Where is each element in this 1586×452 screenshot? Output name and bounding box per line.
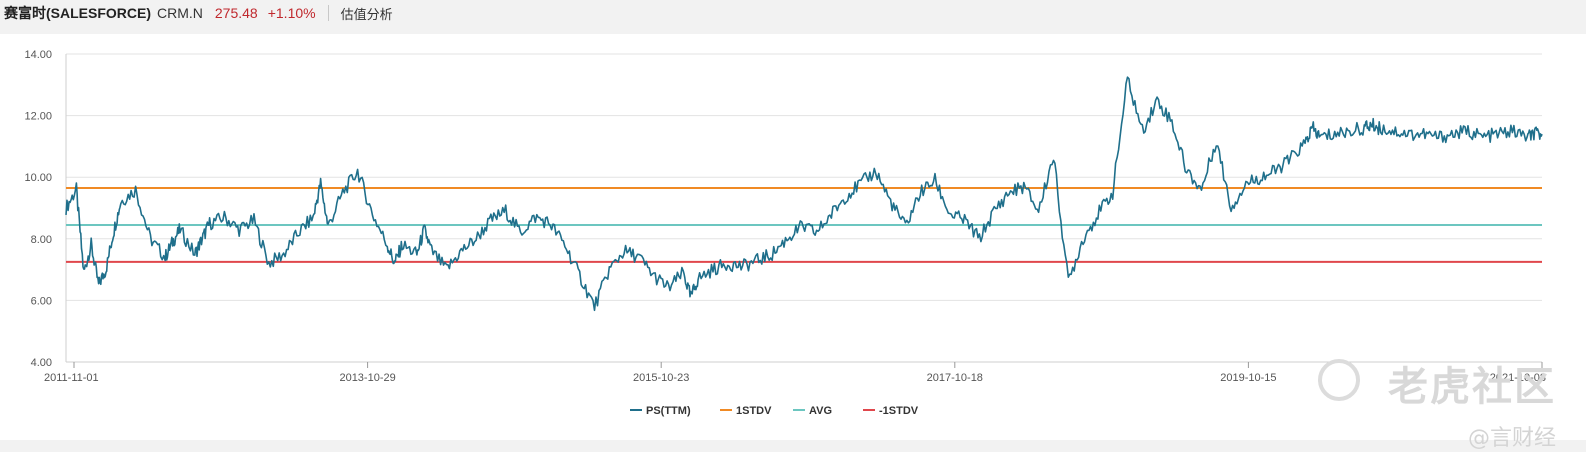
- y-tick-label: 8.00: [31, 234, 52, 246]
- ticker-symbol: CRM.N: [157, 5, 203, 21]
- legend-label: 1STDV: [736, 405, 772, 417]
- x-tick-label: 2011-11-01: [44, 372, 99, 384]
- x-tick-label: 2015-10-23: [633, 372, 689, 384]
- tiger-logo-icon: [1318, 359, 1360, 401]
- ps-valuation-chart: 4.00 6.00 8.00 10.00 12.00 14.00 2011-11-01 201…: [24, 49, 1546, 417]
- x-tick-label: 2021-10-08: [1490, 372, 1546, 384]
- x-tick-label: 2019-10-15: [1220, 372, 1276, 384]
- header-divider: [327, 5, 329, 21]
- stock-price: 275.48: [214, 5, 258, 21]
- y-tick-label: 10.00: [24, 172, 52, 184]
- tab-valuation-analysis[interactable]: 估值分析: [340, 6, 393, 22]
- x-tick-label: 2013-10-29: [339, 372, 395, 384]
- y-tick-label: 12.00: [24, 111, 52, 123]
- watermark-subtext: @言财经: [1467, 426, 1556, 451]
- y-tick-label: 4.00: [31, 357, 52, 369]
- chart-panel: 4.00 6.00 8.00 10.00 12.00 14.00 2011-11-01 201…: [0, 34, 1586, 451]
- legend-label: -1STDV: [879, 405, 919, 417]
- x-tick-label: 2017-10-18: [927, 372, 983, 384]
- y-tick-label: 6.00: [31, 295, 52, 307]
- legend-label: AVG: [809, 405, 832, 417]
- legend-label: PS(TTM): [646, 405, 691, 417]
- series-line-ps-ttm: [65, 76, 1543, 312]
- stock-header: 赛富时(SALESFORCE) CRM.N 275.48 +1.10% 估值分析: [0, 0, 1586, 26]
- stock-name: 赛富时(SALESFORCE): [4, 5, 151, 21]
- price-change: +1.10%: [267, 5, 316, 21]
- y-tick-label: 14.00: [24, 49, 52, 61]
- watermark-text: 老虎社区: [1388, 364, 1556, 410]
